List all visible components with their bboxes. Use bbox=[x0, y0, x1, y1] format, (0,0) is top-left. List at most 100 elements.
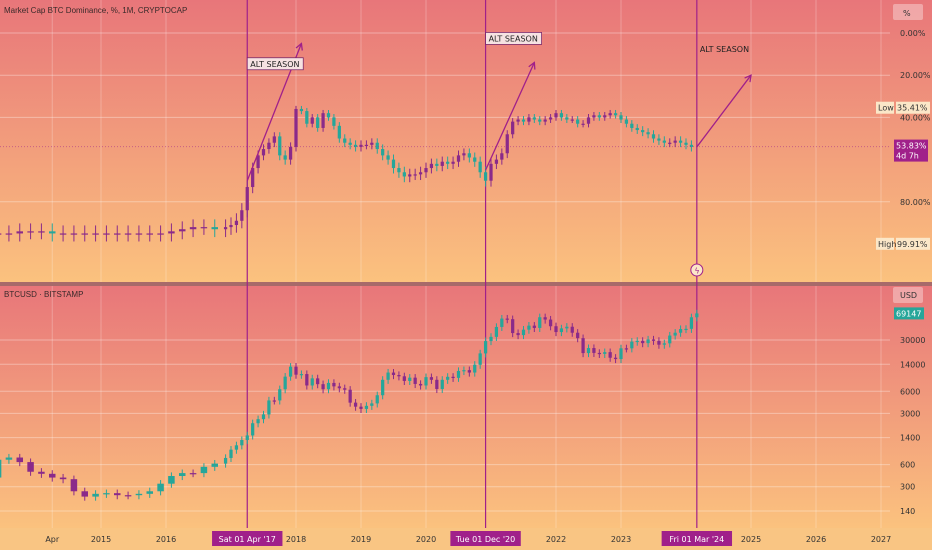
top-candle-69 bbox=[478, 161, 482, 173]
top-unit-box[interactable] bbox=[893, 4, 923, 20]
bot-candle-8 bbox=[70, 479, 78, 492]
top-candle-9 bbox=[81, 233, 88, 235]
top-candle-10 bbox=[92, 233, 99, 235]
bot-candle-106 bbox=[678, 329, 683, 333]
marker-tag-label-2: High bbox=[878, 240, 896, 249]
top-candle-19 bbox=[189, 227, 197, 230]
top-candle-78 bbox=[527, 117, 531, 122]
marker-value-bg-2 bbox=[896, 237, 930, 250]
top-candle-88 bbox=[581, 123, 585, 125]
bot-candle-10 bbox=[92, 493, 99, 497]
top-candle-24 bbox=[234, 220, 239, 226]
last-price-text: 69147 bbox=[896, 309, 921, 318]
bot-candle-99 bbox=[641, 340, 645, 344]
top-candle-67 bbox=[467, 153, 471, 158]
bot-candle-86 bbox=[570, 326, 574, 333]
bot-candle-62 bbox=[440, 379, 444, 389]
top-candle-108 bbox=[689, 144, 694, 147]
top-candle-105 bbox=[673, 140, 677, 143]
top-candle-102 bbox=[657, 138, 661, 141]
top-candle-33 bbox=[283, 155, 287, 160]
bottom-unit-box[interactable] bbox=[893, 287, 923, 303]
bot-candle-55 bbox=[402, 376, 406, 381]
bot-candle-31 bbox=[272, 400, 276, 402]
top-candle-18 bbox=[179, 229, 186, 232]
top-candle-6 bbox=[49, 231, 56, 234]
bot-candle-67 bbox=[467, 370, 471, 373]
top-candle-59 bbox=[424, 168, 428, 173]
bot-candle-38 bbox=[310, 378, 314, 386]
bot-candle-95 bbox=[619, 348, 623, 360]
top-candle-54 bbox=[397, 168, 401, 173]
top-candle-29 bbox=[261, 149, 266, 156]
top-candle-60 bbox=[429, 163, 434, 169]
top-candle-41 bbox=[326, 113, 331, 118]
bottom-ytick-6: 300 bbox=[900, 483, 915, 492]
bot-candle-87 bbox=[576, 332, 580, 339]
top-candle-36 bbox=[299, 108, 304, 112]
bot-candle-33 bbox=[283, 376, 287, 390]
top-candle-34 bbox=[288, 146, 293, 160]
top-candle-103 bbox=[662, 140, 666, 143]
last-price-badge bbox=[894, 307, 924, 320]
top-candle-32 bbox=[278, 136, 282, 156]
bot-candle-104 bbox=[668, 335, 672, 344]
bot-candle-47 bbox=[359, 406, 363, 409]
bot-candle-73 bbox=[500, 318, 504, 327]
top-ytick-1: 20.00% bbox=[900, 71, 931, 80]
top-candle-58 bbox=[418, 172, 423, 175]
bot-candle-59 bbox=[424, 377, 428, 386]
bot-candle-60 bbox=[429, 377, 434, 380]
event-marker-icon[interactable] bbox=[690, 263, 704, 277]
bot-candle-89 bbox=[586, 348, 591, 354]
bottom-ytick-4: 1400 bbox=[900, 434, 920, 443]
bot-candle-75 bbox=[511, 319, 515, 334]
pane-divider[interactable] bbox=[0, 282, 932, 286]
top-candle-47 bbox=[359, 144, 363, 147]
bot-candle-5 bbox=[38, 471, 45, 474]
top-candle-28 bbox=[256, 155, 260, 169]
alt-season-arrowhead-0 bbox=[295, 42, 303, 51]
top-candle-76 bbox=[516, 119, 520, 122]
top-candle-63 bbox=[446, 161, 450, 164]
xtick-9: 2026 bbox=[806, 535, 826, 544]
bot-candle-66 bbox=[462, 370, 466, 372]
bot-candle-91 bbox=[597, 352, 601, 355]
highlight-date-badge-0 bbox=[212, 531, 283, 546]
bot-candle-85 bbox=[565, 326, 569, 329]
top-candle-4 bbox=[27, 231, 34, 233]
bot-candle-6 bbox=[49, 473, 56, 478]
alt-season-label-0: ALT SEASON bbox=[250, 60, 299, 69]
highlight-date-badge-2 bbox=[661, 531, 733, 546]
marker-tag-label-0: Low bbox=[878, 104, 894, 113]
bot-candle-63 bbox=[446, 376, 450, 380]
bot-candle-79 bbox=[532, 325, 536, 328]
bot-candle-30 bbox=[267, 400, 271, 415]
bot-candle-27 bbox=[251, 423, 255, 436]
marker-tag-2 bbox=[876, 237, 894, 250]
top-candle-107 bbox=[684, 142, 688, 145]
bot-candle-16 bbox=[157, 483, 164, 492]
marker-value-bg-0 bbox=[896, 101, 930, 114]
alt-season-arrow-2 bbox=[696, 74, 752, 148]
top-candle-48 bbox=[364, 144, 369, 147]
top-candle-1 bbox=[0, 233, 2, 235]
bot-candle-56 bbox=[408, 377, 412, 381]
bot-candle-78 bbox=[527, 325, 531, 330]
bot-candle-52 bbox=[386, 372, 390, 380]
bot-candle-22 bbox=[223, 457, 228, 464]
bot-candle-97 bbox=[630, 341, 634, 349]
top-candle-90 bbox=[592, 115, 596, 118]
top-candle-98 bbox=[635, 127, 639, 131]
current-value-badge bbox=[894, 139, 928, 162]
bot-candle-107 bbox=[684, 328, 688, 331]
bot-candle-20 bbox=[200, 466, 208, 474]
top-candle-101 bbox=[651, 134, 656, 139]
bot-candle-101 bbox=[651, 339, 656, 341]
alt-season-arrowhead-1 bbox=[528, 61, 536, 70]
top-candle-97 bbox=[630, 123, 634, 128]
top-candle-95 bbox=[619, 115, 623, 120]
top-candle-26 bbox=[245, 187, 249, 211]
top-candle-37 bbox=[305, 111, 309, 124]
bot-candle-84 bbox=[559, 328, 564, 333]
